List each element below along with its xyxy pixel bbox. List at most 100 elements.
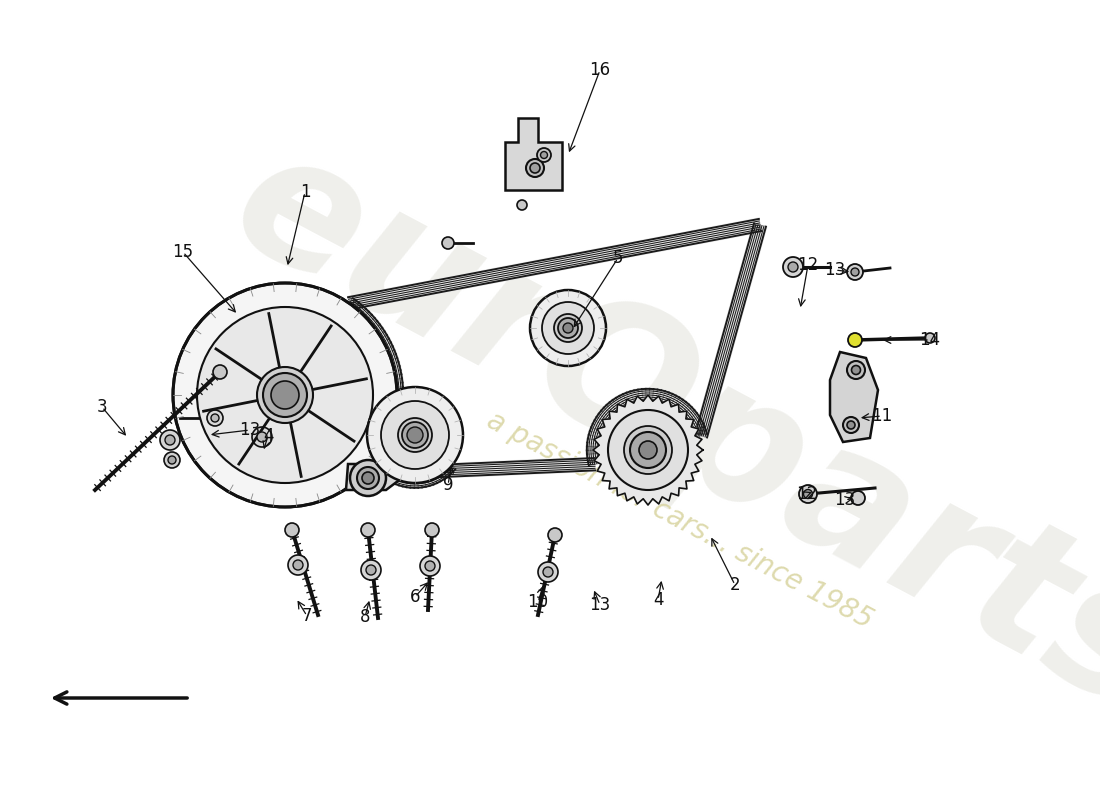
Circle shape <box>207 410 223 426</box>
Circle shape <box>366 565 376 575</box>
Text: 10: 10 <box>527 593 549 611</box>
Polygon shape <box>368 455 383 466</box>
Polygon shape <box>634 389 640 403</box>
Circle shape <box>213 365 227 379</box>
Polygon shape <box>587 435 602 442</box>
Polygon shape <box>366 378 377 383</box>
Polygon shape <box>378 466 388 477</box>
Polygon shape <box>389 399 404 403</box>
Polygon shape <box>586 450 601 454</box>
Polygon shape <box>389 378 404 384</box>
Polygon shape <box>366 405 377 410</box>
Polygon shape <box>371 458 382 468</box>
Polygon shape <box>365 371 376 377</box>
Polygon shape <box>377 338 392 348</box>
Polygon shape <box>432 472 441 483</box>
Polygon shape <box>344 450 354 460</box>
Circle shape <box>851 491 865 505</box>
Polygon shape <box>363 445 374 450</box>
Text: 13: 13 <box>824 261 846 279</box>
Polygon shape <box>652 388 658 402</box>
Polygon shape <box>656 389 661 403</box>
Polygon shape <box>388 374 403 380</box>
Polygon shape <box>389 391 404 395</box>
Polygon shape <box>364 368 375 374</box>
Text: 7: 7 <box>301 607 312 625</box>
Circle shape <box>847 361 865 379</box>
Polygon shape <box>365 411 376 417</box>
Text: 4: 4 <box>652 591 663 609</box>
Circle shape <box>442 237 454 249</box>
Polygon shape <box>649 388 653 402</box>
Circle shape <box>211 414 219 422</box>
Polygon shape <box>661 390 669 405</box>
Polygon shape <box>382 468 390 479</box>
Polygon shape <box>592 420 606 430</box>
Polygon shape <box>364 447 375 454</box>
Text: 13: 13 <box>240 421 261 439</box>
Polygon shape <box>587 459 602 466</box>
Polygon shape <box>672 397 683 410</box>
Polygon shape <box>378 438 393 448</box>
Polygon shape <box>365 374 377 380</box>
Polygon shape <box>376 464 386 474</box>
Polygon shape <box>383 428 398 437</box>
Polygon shape <box>395 474 403 486</box>
Polygon shape <box>387 418 402 425</box>
Circle shape <box>548 528 562 542</box>
Circle shape <box>271 381 299 409</box>
Polygon shape <box>362 438 373 443</box>
Polygon shape <box>371 452 385 463</box>
Polygon shape <box>420 477 426 488</box>
Circle shape <box>173 283 397 507</box>
Polygon shape <box>389 387 404 391</box>
Polygon shape <box>356 308 370 321</box>
Polygon shape <box>345 298 356 311</box>
Circle shape <box>361 523 375 537</box>
Polygon shape <box>387 366 402 373</box>
Polygon shape <box>362 314 375 326</box>
Circle shape <box>847 421 855 429</box>
Circle shape <box>639 441 657 459</box>
Polygon shape <box>594 417 608 427</box>
Circle shape <box>168 456 176 464</box>
Polygon shape <box>346 448 356 458</box>
Polygon shape <box>350 442 361 452</box>
Polygon shape <box>367 386 378 390</box>
Polygon shape <box>362 435 373 439</box>
Polygon shape <box>384 354 398 362</box>
Polygon shape <box>389 402 404 408</box>
Polygon shape <box>366 458 381 470</box>
Polygon shape <box>593 395 703 505</box>
Polygon shape <box>417 477 422 488</box>
Circle shape <box>165 435 175 445</box>
Circle shape <box>285 523 299 537</box>
Polygon shape <box>382 350 397 358</box>
Circle shape <box>530 163 540 173</box>
Circle shape <box>288 555 308 575</box>
Polygon shape <box>694 223 767 438</box>
Polygon shape <box>375 334 389 345</box>
Polygon shape <box>830 352 878 442</box>
Polygon shape <box>355 350 377 415</box>
Polygon shape <box>367 321 381 333</box>
Circle shape <box>398 418 432 452</box>
Polygon shape <box>436 470 444 482</box>
Polygon shape <box>336 460 452 473</box>
Polygon shape <box>388 410 403 416</box>
Circle shape <box>257 432 267 442</box>
Polygon shape <box>441 466 450 478</box>
Circle shape <box>263 373 307 417</box>
Circle shape <box>293 560 303 570</box>
Polygon shape <box>362 424 374 430</box>
Polygon shape <box>358 351 370 359</box>
Polygon shape <box>403 476 408 488</box>
Polygon shape <box>680 404 692 417</box>
Polygon shape <box>658 390 666 404</box>
Polygon shape <box>596 414 609 424</box>
Text: 1: 1 <box>299 183 310 201</box>
Text: 16: 16 <box>590 61 610 79</box>
Polygon shape <box>362 432 373 435</box>
Polygon shape <box>364 414 376 420</box>
Circle shape <box>803 490 813 498</box>
